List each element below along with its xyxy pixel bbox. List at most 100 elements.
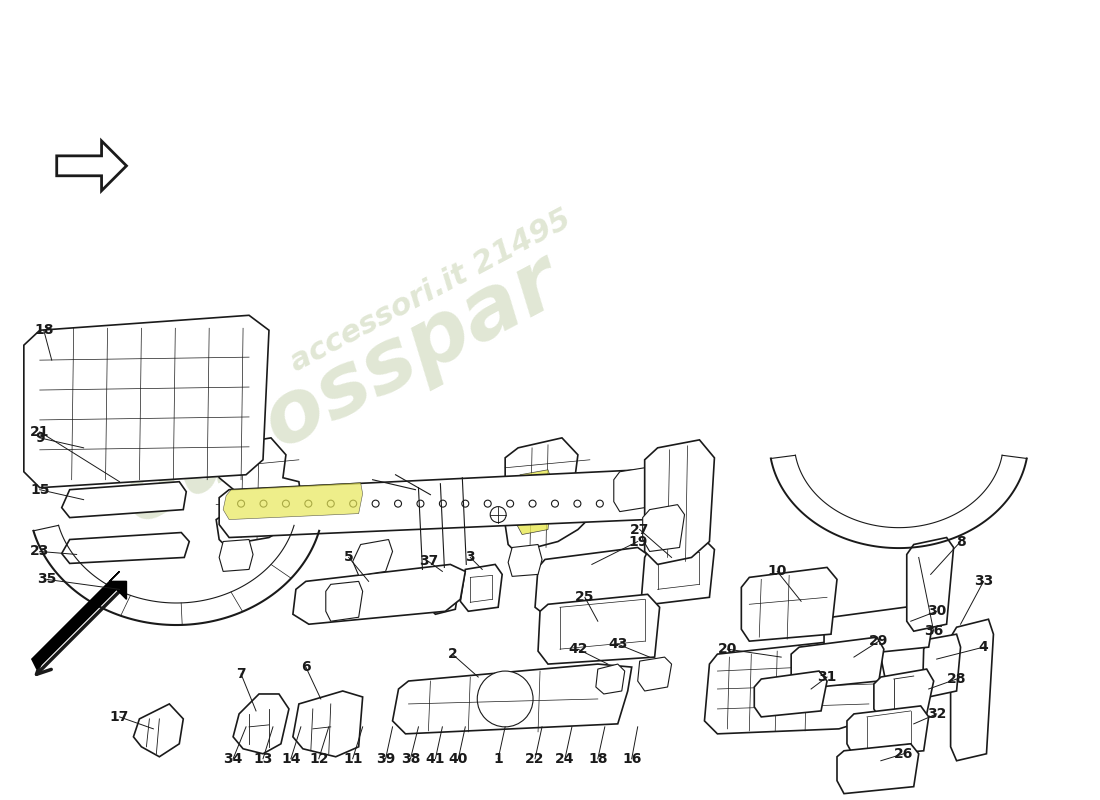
Polygon shape [538, 594, 660, 664]
Circle shape [574, 500, 581, 507]
Polygon shape [638, 657, 672, 691]
Text: 20: 20 [717, 642, 737, 656]
Polygon shape [505, 438, 597, 554]
Polygon shape [741, 567, 837, 641]
Circle shape [477, 671, 534, 727]
Text: 39: 39 [376, 752, 395, 766]
Text: 31: 31 [817, 670, 837, 684]
Text: 7: 7 [236, 667, 246, 681]
Circle shape [596, 500, 603, 507]
Circle shape [260, 500, 267, 507]
Circle shape [439, 500, 447, 507]
Text: 11: 11 [343, 752, 362, 766]
Polygon shape [704, 639, 887, 734]
Text: 14: 14 [282, 752, 300, 766]
Text: 22: 22 [526, 752, 544, 766]
Polygon shape [906, 538, 954, 631]
Polygon shape [614, 468, 650, 512]
Polygon shape [426, 567, 460, 614]
Text: 26: 26 [894, 746, 913, 761]
Text: 38: 38 [400, 752, 420, 766]
Circle shape [395, 500, 402, 507]
Text: accessori.it 21495: accessori.it 21495 [285, 204, 575, 377]
Polygon shape [535, 547, 651, 618]
Polygon shape [791, 637, 883, 689]
Text: 36: 36 [924, 624, 944, 638]
Polygon shape [217, 438, 302, 550]
Polygon shape [326, 582, 363, 622]
Text: 40: 40 [449, 752, 468, 766]
Polygon shape [57, 141, 126, 190]
Text: 35: 35 [37, 572, 56, 586]
Text: 8: 8 [956, 534, 966, 549]
Polygon shape [219, 470, 651, 538]
Text: 32: 32 [927, 707, 946, 721]
Text: 19: 19 [628, 534, 648, 549]
Text: 33: 33 [974, 574, 993, 588]
Text: 17: 17 [110, 710, 129, 724]
Text: 18: 18 [588, 752, 607, 766]
Text: 23: 23 [30, 545, 50, 558]
Polygon shape [219, 539, 253, 571]
Text: 25: 25 [575, 590, 595, 604]
Text: 29: 29 [869, 634, 889, 648]
Circle shape [417, 500, 424, 507]
Text: 21: 21 [30, 425, 50, 439]
Text: 41: 41 [426, 752, 446, 766]
Polygon shape [837, 744, 918, 794]
Text: 12: 12 [309, 752, 329, 766]
Circle shape [238, 500, 244, 507]
Polygon shape [873, 669, 934, 721]
Circle shape [283, 500, 289, 507]
Polygon shape [293, 565, 465, 624]
Polygon shape [62, 482, 186, 518]
Text: 1: 1 [493, 752, 503, 766]
Polygon shape [32, 571, 127, 669]
Text: 16: 16 [621, 752, 641, 766]
Text: 24: 24 [556, 752, 574, 766]
Circle shape [529, 500, 536, 507]
Polygon shape [641, 539, 714, 604]
Circle shape [619, 500, 626, 507]
Polygon shape [393, 664, 631, 734]
Polygon shape [293, 691, 363, 757]
Polygon shape [353, 539, 393, 575]
Polygon shape [596, 664, 625, 694]
Polygon shape [52, 432, 194, 466]
Circle shape [507, 500, 514, 507]
Polygon shape [642, 505, 684, 551]
Text: 43: 43 [608, 637, 627, 651]
Text: 28: 28 [947, 672, 966, 686]
Circle shape [350, 500, 356, 507]
Polygon shape [223, 482, 363, 519]
Polygon shape [460, 565, 503, 611]
Circle shape [372, 500, 379, 507]
Polygon shape [508, 545, 542, 576]
Circle shape [551, 500, 559, 507]
Circle shape [491, 506, 506, 522]
Text: 15: 15 [30, 482, 50, 497]
Text: 42: 42 [569, 642, 587, 656]
Circle shape [484, 500, 492, 507]
Text: 30: 30 [927, 604, 946, 618]
Circle shape [305, 500, 311, 507]
Text: 4: 4 [979, 640, 989, 654]
Text: 5: 5 [344, 550, 353, 565]
Polygon shape [645, 440, 714, 565]
Text: 13: 13 [253, 752, 273, 766]
Text: 18: 18 [34, 323, 54, 338]
Polygon shape [515, 470, 552, 534]
Polygon shape [755, 671, 827, 717]
Text: eurosspar: eurosspar [107, 239, 575, 541]
Polygon shape [923, 634, 960, 697]
Circle shape [328, 500, 334, 507]
Polygon shape [847, 706, 928, 757]
Polygon shape [824, 604, 934, 657]
Circle shape [462, 500, 469, 507]
Text: 2: 2 [448, 647, 458, 661]
Text: 9: 9 [35, 431, 45, 445]
Polygon shape [133, 704, 184, 757]
Polygon shape [950, 619, 993, 761]
Text: 34: 34 [223, 752, 243, 766]
Text: 27: 27 [630, 522, 649, 537]
